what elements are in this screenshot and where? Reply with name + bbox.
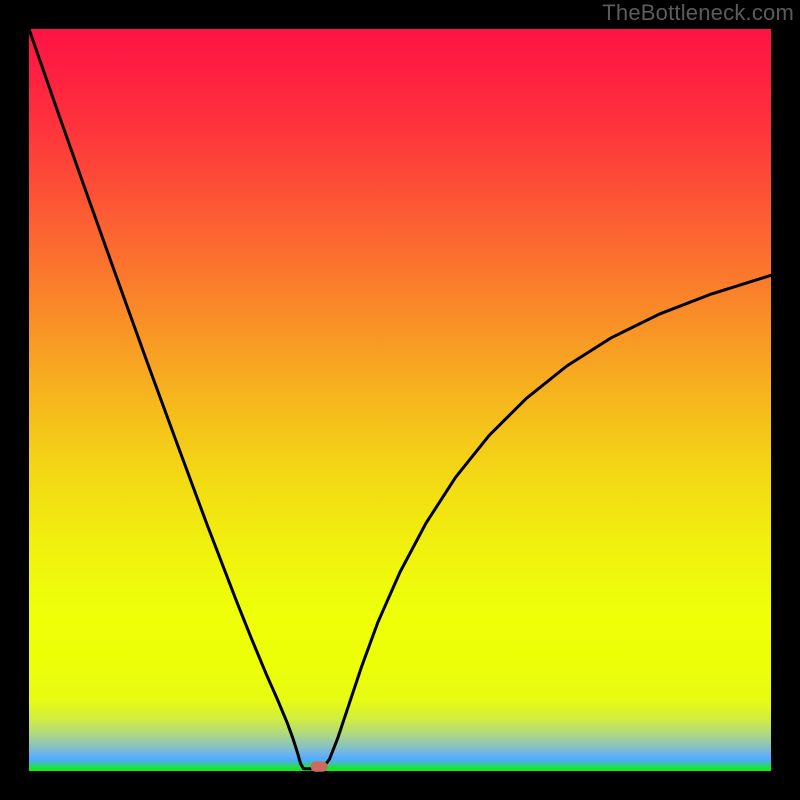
bottleneck-plot (0, 0, 800, 800)
chart-stage: TheBottleneck.com (0, 0, 800, 800)
watermark-text: TheBottleneck.com (602, 0, 794, 26)
